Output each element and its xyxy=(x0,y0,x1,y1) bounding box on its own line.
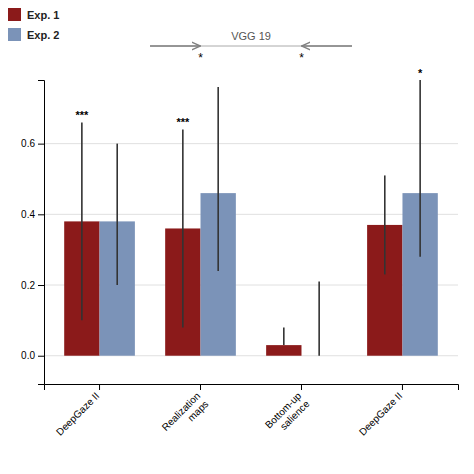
error-bar xyxy=(81,122,83,320)
x-tick: DeepGaze II xyxy=(54,384,101,438)
x-tick-label: DeepGaze II xyxy=(54,390,101,437)
x-tick-mark xyxy=(402,384,403,390)
x-tick-label-line: DeepGaze II xyxy=(54,390,101,437)
y-tick-mark xyxy=(38,214,44,215)
y-tick-mark xyxy=(38,356,44,357)
legend-item: Exp. 2 xyxy=(8,28,59,41)
error-bar xyxy=(419,80,421,257)
y-tick: 0.4 xyxy=(21,209,44,220)
error-bar xyxy=(384,175,386,274)
annotations: *******VGG 19** xyxy=(75,30,423,128)
grid-line xyxy=(44,214,458,215)
grid xyxy=(44,144,458,356)
x-tick-label: Realizationmaps xyxy=(160,390,211,441)
x-tick-label: DeepGaze II xyxy=(357,390,404,437)
error-bar xyxy=(283,327,285,345)
y-tick-mark xyxy=(38,144,44,145)
x-axis: DeepGaze II Realizationmaps Bottom-upsalie… xyxy=(45,384,459,441)
plot: 0.0 0.2 0.4 0.6 DeepGaze II Realizationmaps Bo… xyxy=(21,30,458,441)
bracket-star: * xyxy=(299,51,304,65)
y-tick-label: 0.0 xyxy=(21,350,35,361)
y-tick-label: 0.2 xyxy=(21,280,35,291)
legend-label: Exp. 1 xyxy=(27,9,59,21)
y-tick-label: 0.6 xyxy=(21,138,35,149)
y-axis: 0.0 0.2 0.4 0.6 xyxy=(21,81,44,385)
x-tick: Bottom-upsalience xyxy=(263,384,312,439)
grid-line xyxy=(44,143,458,144)
x-tick-label-line: DeepGaze II xyxy=(357,390,404,437)
y-axis-line xyxy=(38,81,45,385)
bracket-arrow xyxy=(301,45,351,46)
y-tick-mark xyxy=(38,285,44,286)
x-tick: DeepGaze II xyxy=(357,384,404,438)
x-tick-mark xyxy=(200,384,201,390)
bar xyxy=(266,345,301,356)
bracket-label: VGG 19 xyxy=(231,30,271,42)
legend-swatch xyxy=(8,8,21,21)
y-tick: 0.0 xyxy=(21,350,44,361)
legend-swatch xyxy=(8,28,21,41)
y-tick: 0.6 xyxy=(21,138,44,149)
bracket-arrow xyxy=(150,45,200,46)
legend: Exp. 1 Exp. 2 xyxy=(8,8,59,41)
x-tick-label-line: salience xyxy=(278,398,312,432)
error-bar xyxy=(318,281,320,355)
series xyxy=(64,122,402,355)
legend-label: Exp. 2 xyxy=(27,29,59,41)
x-tick-label-line: maps xyxy=(185,398,210,423)
x-tick: Realizationmaps xyxy=(160,384,211,441)
y-tick-label: 0.4 xyxy=(21,209,35,220)
y-tick: 0.2 xyxy=(21,280,44,291)
bracket-line xyxy=(150,46,352,47)
significance-star: * xyxy=(418,67,423,79)
legend-item: Exp. 1 xyxy=(8,8,59,21)
x-axis-line xyxy=(45,385,459,391)
marks xyxy=(64,80,438,356)
error-bar xyxy=(217,87,219,271)
error-bar xyxy=(116,144,118,285)
significance-star: *** xyxy=(176,116,190,128)
x-tick-label: Bottom-upsalience xyxy=(263,390,312,439)
x-tick-mark xyxy=(99,384,100,390)
chart: 0.0 0.2 0.4 0.6 DeepGaze II Realizationmaps Bo… xyxy=(0,0,474,474)
series xyxy=(100,80,438,356)
significance-star: *** xyxy=(75,109,89,121)
bracket-star: * xyxy=(198,51,203,65)
error-bar xyxy=(182,129,184,327)
x-tick-mark xyxy=(301,384,302,390)
